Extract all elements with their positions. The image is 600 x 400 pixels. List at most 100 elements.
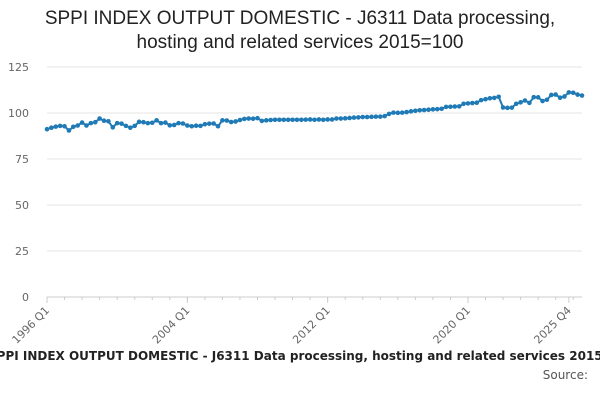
data-point[interactable] — [518, 100, 523, 105]
data-point[interactable] — [369, 114, 374, 120]
data-point[interactable] — [228, 119, 234, 125]
data-point[interactable] — [290, 117, 295, 123]
data-point[interactable] — [505, 105, 510, 111]
data-point[interactable] — [329, 117, 335, 122]
data-point[interactable] — [171, 122, 177, 128]
data-point[interactable] — [426, 107, 431, 112]
data-point[interactable] — [395, 110, 401, 116]
data-point[interactable] — [421, 107, 427, 113]
data-point[interactable] — [443, 104, 449, 110]
data-point[interactable] — [579, 93, 585, 98]
data-point[interactable] — [356, 115, 361, 120]
data-point[interactable] — [180, 121, 186, 126]
data-point[interactable] — [242, 116, 247, 122]
data-point[interactable] — [553, 92, 558, 97]
data-point[interactable] — [114, 120, 120, 126]
data-point[interactable] — [101, 118, 107, 124]
data-point[interactable] — [272, 117, 278, 123]
data-point[interactable] — [513, 101, 519, 107]
data-point[interactable] — [544, 97, 550, 103]
data-point[interactable] — [158, 120, 164, 126]
data-point[interactable] — [465, 101, 471, 106]
data-point[interactable] — [136, 119, 142, 125]
data-point[interactable] — [97, 116, 102, 121]
data-point[interactable] — [360, 114, 366, 120]
data-point[interactable] — [71, 124, 76, 130]
data-point[interactable] — [185, 123, 190, 128]
data-point[interactable] — [281, 117, 287, 123]
data-point[interactable] — [66, 128, 72, 133]
data-point[interactable] — [540, 98, 545, 104]
data-point[interactable] — [413, 108, 418, 114]
data-point[interactable] — [334, 116, 339, 121]
data-point[interactable] — [119, 121, 124, 126]
data-point[interactable] — [220, 118, 225, 123]
data-point[interactable] — [277, 117, 282, 123]
data-point[interactable] — [347, 115, 352, 121]
data-point[interactable] — [320, 117, 326, 123]
data-point[interactable] — [145, 120, 151, 126]
data-point[interactable] — [307, 117, 313, 122]
data-point[interactable] — [509, 105, 515, 110]
data-point[interactable] — [84, 123, 89, 128]
data-point[interactable] — [250, 116, 256, 121]
data-point[interactable] — [492, 95, 497, 101]
data-point[interactable] — [452, 104, 458, 109]
data-point[interactable] — [237, 117, 243, 123]
data-point[interactable] — [557, 95, 563, 101]
data-point[interactable] — [566, 90, 572, 95]
data-point[interactable] — [92, 119, 98, 125]
data-point[interactable] — [193, 123, 199, 128]
data-point[interactable] — [176, 120, 181, 126]
data-point[interactable] — [79, 120, 85, 125]
data-point[interactable] — [106, 118, 111, 124]
data-point[interactable] — [202, 121, 208, 127]
data-point[interactable] — [483, 96, 488, 102]
data-point[interactable] — [246, 116, 252, 121]
data-point[interactable] — [149, 120, 155, 126]
data-point[interactable] — [470, 100, 475, 106]
data-point[interactable] — [417, 107, 423, 113]
data-point[interactable] — [259, 118, 265, 124]
data-point[interactable] — [364, 114, 370, 120]
data-point[interactable] — [478, 97, 484, 103]
data-point[interactable] — [312, 117, 317, 123]
data-point[interactable] — [448, 104, 453, 110]
data-point[interactable] — [294, 117, 300, 123]
data-point[interactable] — [399, 110, 405, 115]
data-point[interactable] — [562, 94, 567, 99]
data-point[interactable] — [198, 123, 203, 129]
data-point[interactable] — [224, 118, 230, 123]
data-point[interactable] — [88, 120, 94, 126]
data-point[interactable] — [206, 121, 212, 126]
data-point[interactable] — [474, 100, 480, 105]
data-point[interactable] — [268, 117, 273, 123]
data-point[interactable] — [263, 118, 269, 123]
data-point[interactable] — [303, 117, 309, 122]
data-point[interactable] — [430, 107, 436, 112]
data-point[interactable] — [49, 125, 54, 131]
data-point[interactable] — [255, 115, 260, 121]
data-point[interactable] — [123, 123, 129, 129]
data-point[interactable] — [338, 116, 344, 121]
data-point[interactable] — [285, 117, 291, 123]
data-point[interactable] — [342, 116, 348, 121]
data-point[interactable] — [408, 109, 414, 114]
data-point[interactable] — [163, 120, 168, 125]
data-point[interactable] — [233, 119, 238, 124]
data-point[interactable] — [373, 114, 379, 119]
data-point[interactable] — [549, 92, 554, 98]
data-point[interactable] — [351, 115, 357, 120]
data-point[interactable] — [496, 94, 501, 100]
data-point[interactable] — [141, 119, 146, 125]
data-point[interactable] — [575, 92, 580, 97]
data-point[interactable] — [386, 111, 392, 117]
data-point[interactable] — [211, 121, 216, 126]
data-point[interactable] — [500, 105, 506, 110]
data-point[interactable] — [110, 125, 116, 130]
data-point[interactable] — [189, 123, 195, 129]
data-point[interactable] — [527, 100, 532, 106]
data-point[interactable] — [535, 95, 541, 100]
data-point[interactable] — [404, 109, 409, 115]
data-point[interactable] — [456, 104, 462, 109]
